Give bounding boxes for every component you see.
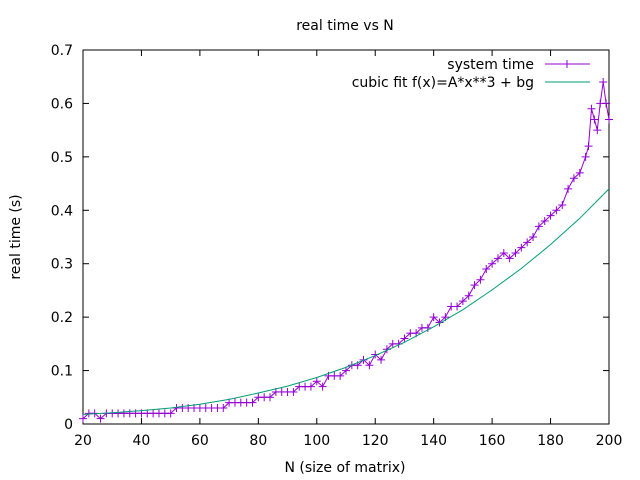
data-point <box>564 184 573 193</box>
series-0 <box>79 78 613 423</box>
data-point <box>605 115 613 124</box>
data-point <box>546 211 555 220</box>
data-point <box>365 361 374 370</box>
data-point <box>470 281 479 290</box>
data-point <box>377 355 386 364</box>
legend-label: cubic fit f(x)=A*x**3 + bg <box>352 75 534 91</box>
y-tick-label: 0.7 <box>51 43 73 59</box>
data-point <box>400 334 409 343</box>
data-point <box>517 243 526 252</box>
data-point <box>529 233 538 241</box>
x-tick-label: 60 <box>191 433 209 449</box>
y-tick-label: 0.1 <box>51 364 73 380</box>
data-point <box>540 216 549 225</box>
x-tick-label: 160 <box>479 433 506 449</box>
y-axis-ticks: 0 0.1 0.2 0.3 0.4 0.5 0.6 0.7 <box>51 43 609 433</box>
data-point <box>464 291 473 300</box>
x-tick-label: 140 <box>420 433 447 449</box>
data-point <box>587 104 596 113</box>
data-point <box>423 323 432 332</box>
data-point <box>318 382 327 391</box>
y-axis-label: real time (s) <box>8 194 24 279</box>
data-point <box>488 259 497 268</box>
series-1 <box>82 188 610 415</box>
y-tick-label: 0.2 <box>51 310 73 326</box>
x-tick-label: 80 <box>249 433 267 449</box>
y-tick-label: 0.6 <box>51 96 73 112</box>
series-line <box>82 188 610 415</box>
data-point <box>534 222 543 231</box>
data-point <box>476 275 485 284</box>
data-point <box>584 142 593 151</box>
data-point <box>248 398 257 407</box>
data-point <box>336 371 345 380</box>
data-point <box>435 318 444 327</box>
data-point <box>569 174 578 183</box>
data-point <box>312 377 321 386</box>
x-tick-label: 20 <box>74 433 92 449</box>
x-axis-label: N (size of matrix) <box>284 460 405 476</box>
x-axis-ticks: 20 40 60 80 100 120 140 160 180 200 <box>74 50 622 449</box>
data-point <box>599 78 608 87</box>
data-point <box>306 382 315 391</box>
x-tick-label: 200 <box>596 433 623 449</box>
legend: system time cubic fit f(x)=A*x**3 + bg <box>352 57 590 91</box>
data-point <box>558 200 567 209</box>
y-tick-label: 0.3 <box>51 257 73 273</box>
plot-frame <box>82 49 610 425</box>
x-tick-label: 180 <box>537 433 564 449</box>
x-tick-label: 120 <box>362 433 389 449</box>
data-point <box>493 254 502 263</box>
data-point <box>575 168 584 177</box>
data-point <box>429 313 438 322</box>
data-point <box>511 249 520 258</box>
data-point <box>458 297 467 306</box>
y-tick-label: 0.5 <box>51 150 73 166</box>
y-tick-label: 0 <box>64 417 73 433</box>
data-point <box>552 206 561 215</box>
data-point <box>79 414 87 423</box>
plot-area <box>82 49 610 425</box>
y-tick-label: 0.4 <box>51 203 73 219</box>
data-point <box>453 302 462 311</box>
data-point <box>523 238 532 247</box>
series-layer <box>79 78 613 423</box>
data-point <box>593 126 602 135</box>
data-point <box>602 99 611 108</box>
data-point <box>482 265 491 274</box>
legend-marker <box>563 60 571 68</box>
data-point <box>166 409 175 418</box>
data-point <box>219 403 228 412</box>
data-point <box>581 152 590 161</box>
data-point <box>499 249 508 258</box>
x-tick-label: 40 <box>133 433 151 449</box>
data-point <box>266 393 275 402</box>
data-point <box>96 414 105 423</box>
x-tick-label: 100 <box>303 433 330 449</box>
data-point <box>590 115 599 124</box>
data-point <box>289 387 298 396</box>
data-point <box>505 254 514 263</box>
legend-label: system time <box>447 57 534 73</box>
chart-title: real time vs N <box>296 18 394 34</box>
